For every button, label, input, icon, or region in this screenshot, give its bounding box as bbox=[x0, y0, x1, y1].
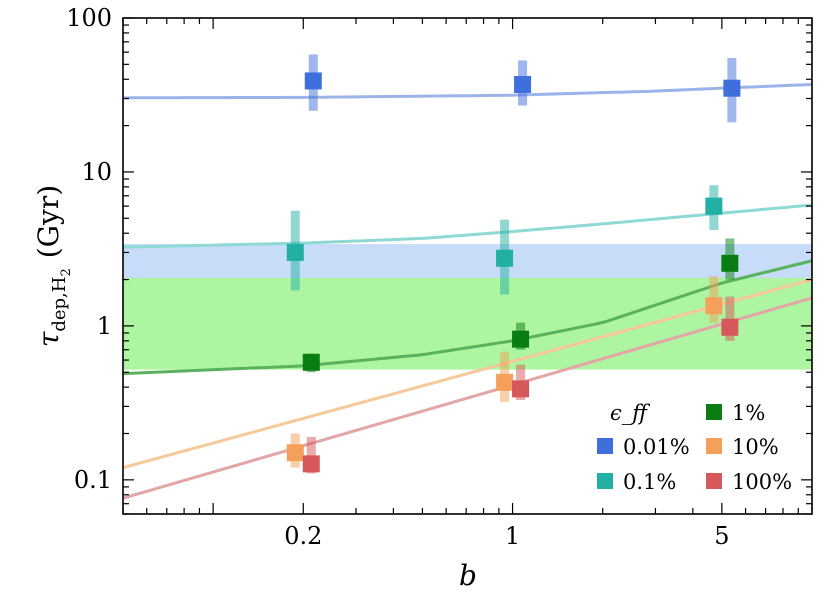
legend-label-3: 10% bbox=[732, 435, 779, 459]
plot-frame bbox=[122, 17, 813, 515]
marker-1-0 bbox=[286, 243, 304, 261]
marker-0-1 bbox=[514, 75, 532, 93]
marker-4-2 bbox=[721, 318, 739, 336]
y-tick-label-1: 1 bbox=[97, 312, 112, 340]
y-axis-label: τdep,H2 (Gyr) bbox=[32, 185, 74, 347]
x-tick-label-1: 1 bbox=[505, 522, 520, 550]
error-bar-4-2 bbox=[725, 296, 735, 341]
y-axis-subscript-2: 2 bbox=[59, 268, 74, 276]
fit-line-0 bbox=[122, 82, 813, 100]
legend-title: ϵ_ff bbox=[610, 401, 650, 425]
legend-marker-0 bbox=[597, 438, 613, 454]
legend-label-4: 100% bbox=[732, 470, 792, 494]
y-tick-label-0: 0.1 bbox=[74, 466, 112, 494]
legend-marker-1 bbox=[597, 473, 613, 489]
fit-line-1 bbox=[122, 203, 813, 249]
legend-label-0: 0.01% bbox=[623, 435, 690, 459]
legend-marker-4 bbox=[706, 473, 722, 489]
marker-0-2 bbox=[723, 79, 741, 97]
y-tick-label-2: 10 bbox=[81, 158, 112, 186]
y-tick-label-3: 100 bbox=[66, 4, 112, 32]
marker-3-1 bbox=[496, 373, 514, 391]
marker-2-1 bbox=[512, 330, 530, 348]
fit-line-2 bbox=[122, 259, 813, 376]
marker-3-0 bbox=[286, 444, 304, 462]
legend: ϵ_ff 0.01% 0.1% 1% 10% 100% bbox=[597, 401, 792, 494]
axis-ticks bbox=[122, 17, 813, 515]
legend-marker-3 bbox=[706, 438, 722, 454]
data-points bbox=[286, 54, 741, 474]
marker-0-0 bbox=[304, 72, 322, 90]
error-bar-4-0 bbox=[306, 436, 316, 474]
marker-2-0 bbox=[302, 353, 320, 371]
y-axis-symbol: τ bbox=[32, 331, 65, 347]
marker-1-2 bbox=[705, 197, 723, 215]
y-axis-unit: (Gyr) bbox=[32, 185, 65, 258]
y-axis-subscript: dep,H bbox=[49, 277, 70, 332]
marker-4-1 bbox=[512, 380, 530, 398]
marker-4-0 bbox=[302, 455, 320, 473]
fit-lines bbox=[122, 82, 813, 500]
band-1 bbox=[123, 277, 812, 370]
x-tick-label-2: 5 bbox=[714, 522, 729, 550]
marker-3-2 bbox=[705, 297, 723, 315]
fit-line-3 bbox=[122, 278, 813, 470]
legend-label-2: 1% bbox=[732, 401, 765, 425]
x-axis-label: b bbox=[459, 559, 477, 592]
tick-labels: 0.2 1 5 0.1 1 10 100 bbox=[66, 4, 729, 550]
marker-2-2 bbox=[721, 254, 739, 272]
fit-line-4 bbox=[122, 296, 813, 500]
x-tick-label-0: 0.2 bbox=[284, 522, 322, 550]
legend-label-1: 0.1% bbox=[623, 470, 676, 494]
legend-marker-2 bbox=[706, 404, 722, 420]
marker-1-1 bbox=[496, 249, 514, 267]
